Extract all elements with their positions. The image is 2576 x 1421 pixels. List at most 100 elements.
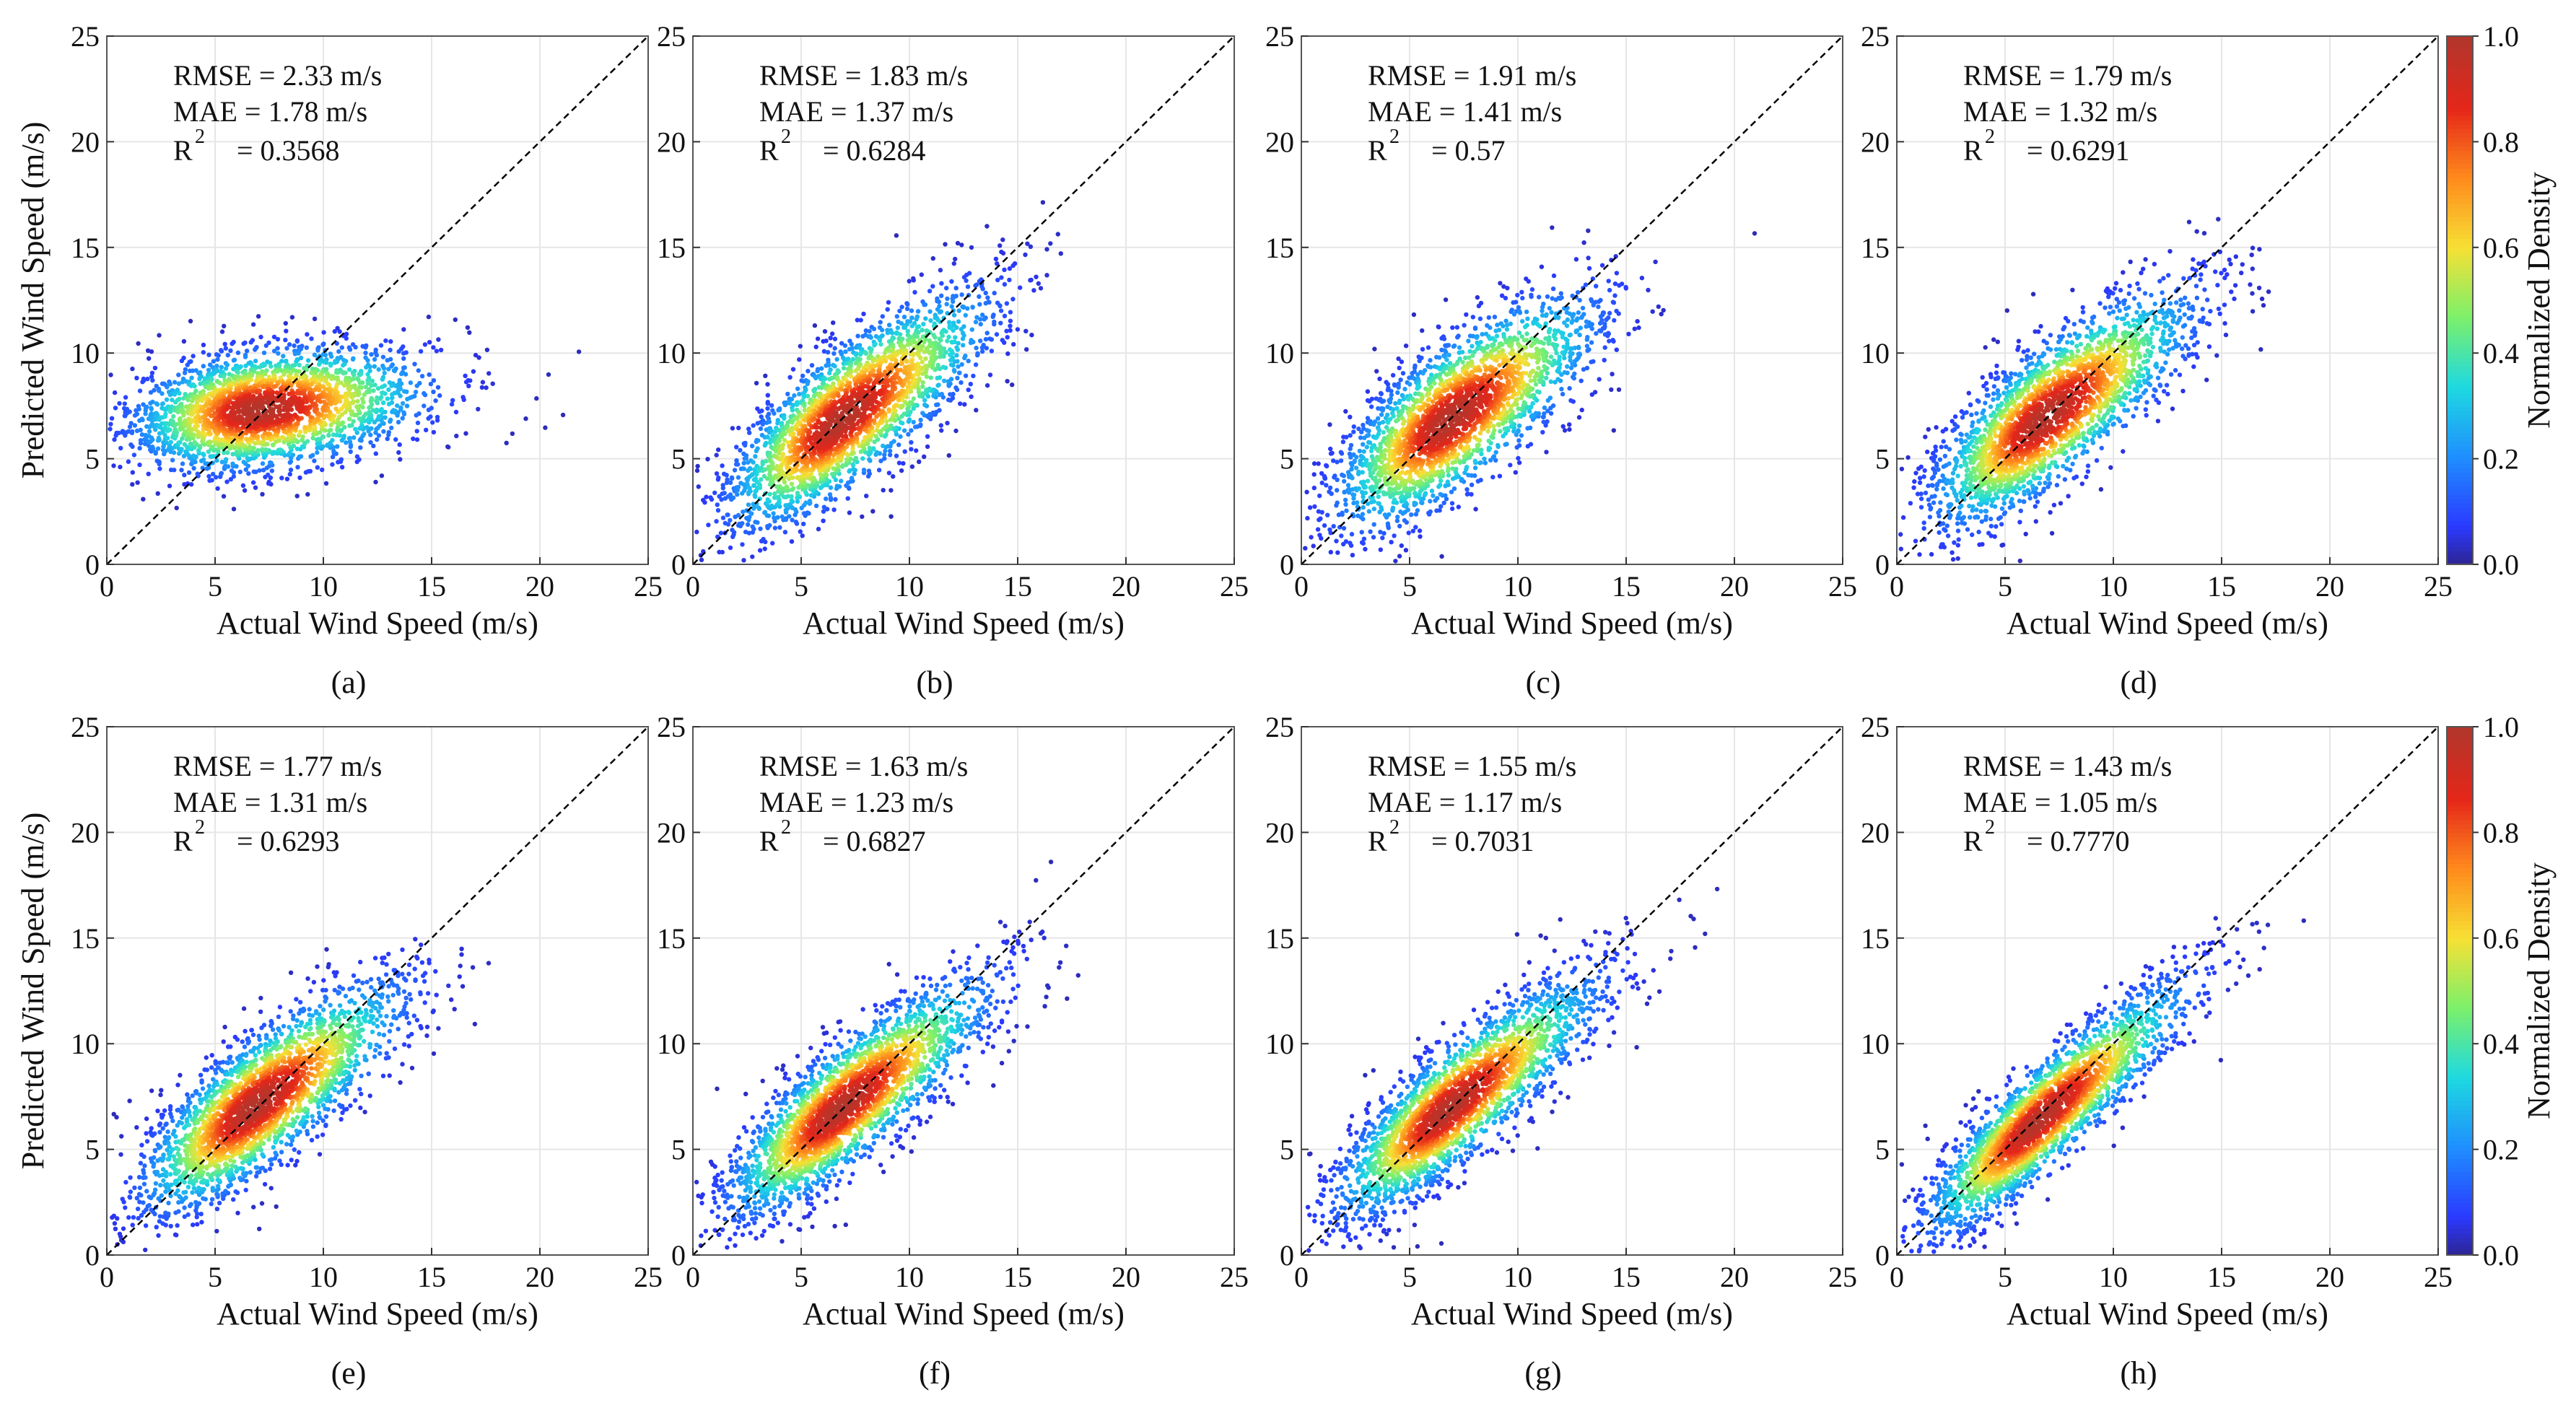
scatter-point — [872, 343, 877, 348]
scatter-point — [268, 407, 274, 412]
scatter-point — [157, 388, 162, 393]
scatter-point — [305, 439, 310, 444]
scatter-point — [715, 508, 721, 513]
scatter-point — [354, 454, 360, 459]
scatter-point — [757, 548, 763, 553]
scatter-point — [182, 473, 187, 478]
scatter-point — [157, 466, 162, 471]
x-tick-label: 20 — [525, 570, 554, 603]
scatter-point — [392, 368, 398, 374]
scatter-point — [1023, 252, 1028, 258]
scatter-point — [860, 456, 865, 461]
scatter-point — [207, 440, 212, 445]
scatter-point — [861, 468, 867, 473]
scatter-point — [136, 341, 141, 346]
scatter-point — [780, 514, 785, 520]
scatter-point — [834, 371, 839, 376]
scatter-point — [297, 475, 302, 481]
scatter-point — [215, 486, 220, 491]
scatter-point — [984, 224, 990, 229]
scatter-point — [830, 471, 835, 476]
scatter-point — [904, 306, 910, 312]
scatter-point — [833, 497, 838, 502]
scatter-point — [294, 338, 300, 344]
scatter-point — [1010, 382, 1015, 388]
scatter-point — [995, 300, 1000, 305]
scatter-point — [832, 364, 837, 369]
scatter-point — [968, 382, 974, 387]
scatter-point — [896, 460, 902, 465]
scatter-point — [790, 367, 796, 372]
scatter-point — [413, 390, 419, 395]
scatter-point — [948, 362, 954, 367]
scatter-point — [981, 342, 986, 348]
scatter-point — [877, 338, 883, 343]
scatter-point — [983, 290, 988, 296]
scatter-point — [172, 380, 178, 385]
scatter-point — [339, 412, 345, 417]
scatter-point — [135, 480, 140, 485]
scatter-point — [219, 349, 224, 354]
scatter-point — [920, 411, 925, 416]
scatter-point — [364, 364, 369, 370]
scatter-point — [176, 381, 181, 386]
scatter-point — [150, 399, 155, 405]
scatter-point — [813, 503, 819, 509]
scatter-point — [953, 286, 959, 291]
scatter-point — [154, 412, 160, 417]
scatter-point — [832, 336, 838, 341]
scatter-point — [834, 484, 840, 489]
scatter-point — [362, 432, 367, 437]
scatter-point — [800, 373, 805, 378]
scatter-point — [790, 517, 795, 523]
scatter-point — [428, 381, 434, 387]
scatter-point — [777, 428, 782, 433]
scatter-point — [797, 357, 802, 362]
scatter-point — [398, 405, 403, 411]
scatter-point — [749, 443, 755, 449]
scatter-point — [797, 391, 802, 397]
scatter-point — [333, 406, 339, 411]
scatter-point — [388, 339, 393, 344]
scatter-point — [371, 388, 376, 393]
scatter-point — [819, 366, 824, 371]
scatter-point — [951, 312, 957, 318]
scatter-point — [740, 521, 745, 526]
scatter-point — [946, 334, 951, 340]
scatter-point — [849, 341, 854, 346]
scatter-point — [944, 302, 949, 307]
scatter-point — [369, 351, 374, 357]
scatter-point — [709, 497, 715, 502]
scatter-point — [251, 445, 256, 451]
scatter-point — [201, 350, 206, 355]
scatter-point — [978, 322, 983, 327]
scatter-point — [431, 429, 437, 435]
scatter-point — [909, 428, 914, 433]
scatter-point — [917, 393, 922, 398]
scatter-point — [902, 449, 907, 454]
scatter-point — [144, 404, 149, 409]
scatter-point — [960, 336, 966, 341]
scatter-point — [371, 443, 376, 449]
scatter-point — [337, 329, 342, 334]
scatter-point — [930, 255, 936, 261]
scatter-point — [149, 406, 154, 412]
scatter-point — [460, 395, 466, 400]
scatter-point — [953, 385, 959, 390]
scatter-point — [947, 347, 953, 352]
scatter-point — [139, 432, 145, 437]
scatter-point — [836, 442, 841, 447]
scatter-point — [344, 440, 349, 445]
scatter-point — [790, 420, 795, 425]
scatter-point — [954, 345, 959, 350]
scatter-point — [358, 445, 363, 450]
scatter-point — [789, 397, 795, 402]
scatter-point — [854, 432, 859, 437]
scatter-point — [362, 392, 367, 398]
scatter-point — [137, 388, 143, 393]
scatter-point — [414, 437, 420, 442]
scatter-point — [260, 447, 265, 452]
scatter-point — [346, 436, 352, 441]
scatter-point — [414, 383, 419, 388]
